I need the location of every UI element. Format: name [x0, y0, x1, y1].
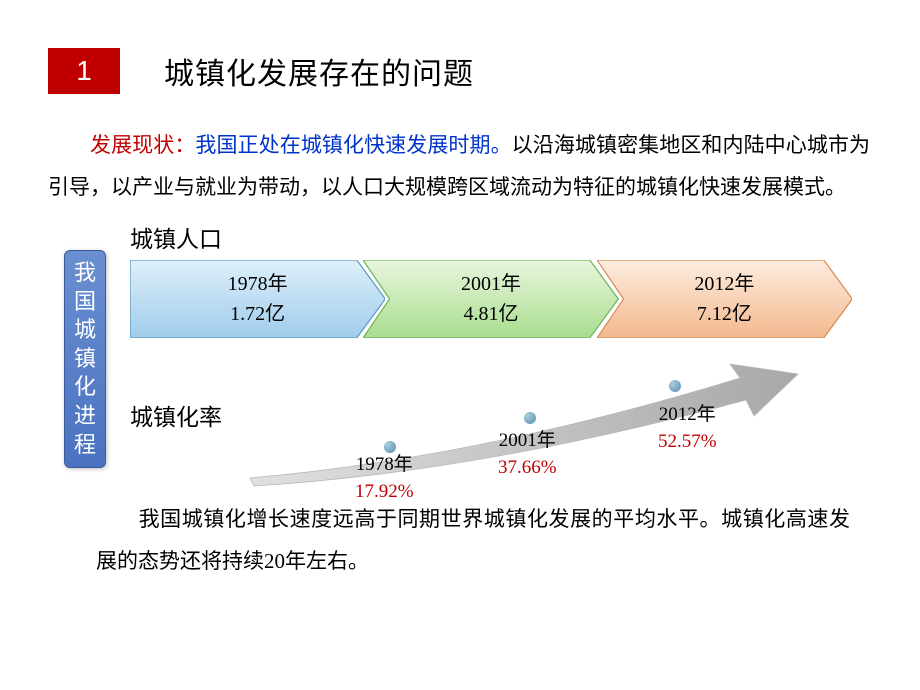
chevron-value: 4.81亿: [461, 299, 521, 329]
rate-point-label: 2001年37.66%: [498, 428, 557, 481]
slide-header: 1 城镇化发展存在的问题: [0, 0, 920, 94]
rate-point-label: 2012年52.57%: [658, 402, 717, 455]
chevron-value: 7.12亿: [694, 299, 754, 329]
process-area: 我国城镇化进程 城镇人口 1978年1.72亿2001年4.81亿2012年7.…: [64, 220, 920, 490]
rate-dot: [669, 380, 681, 392]
rate-point-label: 1978年17.92%: [355, 452, 414, 505]
intro-highlight: 我国正处在城镇化快速发展时期。: [195, 133, 511, 157]
process-content: 城镇人口 1978年1.72亿2001年4.81亿2012年7.12亿 城镇化率…: [106, 220, 920, 490]
intro-paragraph: 发展现状：我国正处在城镇化快速发展时期。以沿海城镇密集地区和内陆中心城市为引导，…: [0, 94, 920, 208]
section-number-badge: 1: [48, 48, 120, 94]
footer-paragraph: 我国城镇化增长速度远高于同期世界城镇化发展的平均水平。城镇化高速发展的态势还将持…: [0, 490, 920, 582]
rate-curve: 1978年17.92%2001年37.66%2012年52.57%: [230, 360, 810, 490]
rate-value: 52.57%: [658, 429, 717, 456]
rate-row: 城镇化率 1978年17.92%2001年37.66%2012年52.57%: [130, 360, 920, 490]
population-chevrons: 1978年1.72亿2001年4.81亿2012年7.12亿: [130, 260, 830, 338]
chevron-year: 1978年: [228, 269, 288, 299]
footer-text: 我国城镇化增长速度远高于同期世界城镇化发展的平均水平。城镇化高速发展的态势还将持…: [96, 507, 850, 573]
rate-value: 17.92%: [355, 479, 414, 506]
rate-value: 37.66%: [498, 455, 557, 482]
chevron-item: 2012年7.12亿: [597, 260, 852, 338]
intro-label: 发展现状：: [90, 133, 195, 157]
chevron-value: 1.72亿: [228, 299, 288, 329]
chevron-year: 2001年: [461, 269, 521, 299]
chevron-year: 2012年: [694, 269, 754, 299]
rate-dot: [524, 412, 536, 424]
chevron-item: 1978年1.72亿: [130, 260, 385, 338]
rate-year: 1978年: [355, 452, 414, 479]
rate-label: 城镇化率: [130, 398, 222, 452]
vertical-label: 我国城镇化进程: [64, 250, 106, 468]
rate-year: 2012年: [658, 402, 717, 429]
rate-year: 2001年: [498, 428, 557, 455]
population-label: 城镇人口: [130, 220, 920, 254]
slide-title: 城镇化发展存在的问题: [164, 49, 474, 93]
chevron-item: 2001年4.81亿: [363, 260, 618, 338]
